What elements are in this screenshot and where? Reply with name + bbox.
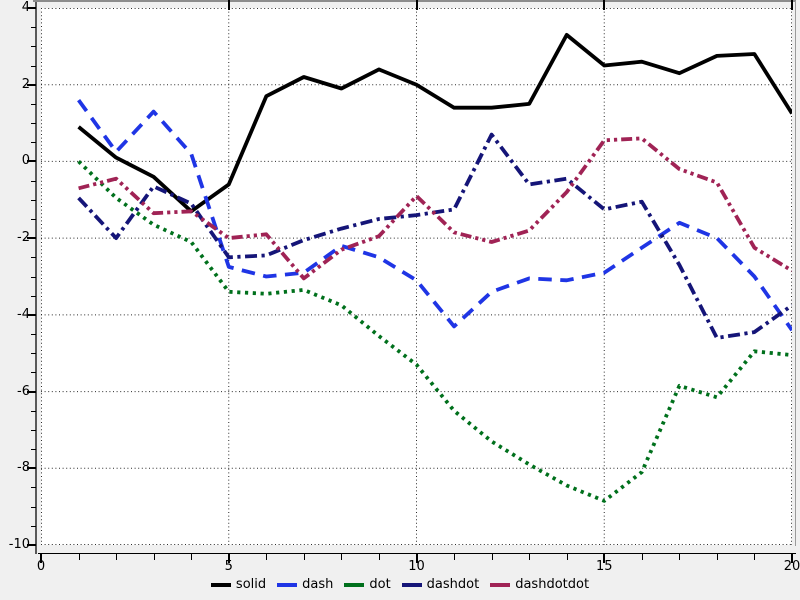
- x-minor-tick: [754, 553, 756, 560]
- x-tick-label: 0: [36, 559, 46, 574]
- y-major-tick: [27, 160, 36, 163]
- y-minor-tick: [31, 506, 36, 508]
- y-minor-tick: [31, 295, 36, 297]
- y-major-tick: [27, 313, 36, 316]
- y-minor-tick: [31, 180, 36, 182]
- y-minor-tick: [31, 334, 36, 336]
- top-tick: [227, 0, 230, 10]
- series-line-solid: [77, 32, 792, 214]
- y-minor-tick: [31, 410, 36, 412]
- y-major-tick: [27, 83, 36, 86]
- legend-item-dashdot: dashdot: [401, 577, 480, 593]
- legend-label: dash: [302, 577, 334, 592]
- y-tick-label: -2: [17, 230, 30, 246]
- x-minor-tick: [191, 553, 193, 560]
- y-minor-tick: [31, 487, 36, 489]
- x-minor-tick: [716, 553, 718, 560]
- top-spine: [33, 0, 796, 2]
- x-major-tick: [40, 553, 42, 563]
- top-tick: [791, 0, 793, 10]
- y-tick-label: -10: [8, 537, 30, 552]
- x-tick-label: 20: [783, 559, 800, 574]
- legend-swatch-dash: [277, 583, 298, 587]
- plot-canvas: [41, 8, 792, 545]
- y-minor-tick: [31, 65, 36, 67]
- x-minor-tick: [491, 553, 493, 560]
- x-minor-tick: [566, 553, 568, 560]
- y-major-tick: [27, 7, 36, 9]
- legend-swatch-solid: [210, 583, 231, 587]
- y-tick-label: 0: [21, 153, 30, 169]
- x-major-tick: [415, 553, 418, 563]
- y-minor-tick: [31, 525, 36, 527]
- series-line-dash: [77, 98, 792, 332]
- series-line-dot: [77, 160, 792, 503]
- x-minor-tick: [679, 553, 681, 560]
- series-line-dashdotdot: [78, 136, 792, 281]
- legend-item-dash: dash: [277, 577, 333, 593]
- y-minor-tick: [31, 123, 36, 125]
- x-minor-tick: [641, 553, 643, 560]
- legend-swatch-dashdot: [401, 583, 422, 587]
- y-tick-label: -8: [17, 460, 30, 476]
- y-minor-tick: [31, 449, 36, 451]
- y-tick-label: 4: [21, 0, 30, 15]
- legend-item-dot: dot: [344, 577, 391, 593]
- legend-item-dashdotdot: dashdotdot: [490, 577, 589, 593]
- x-tick-label: 10: [408, 559, 425, 574]
- y-minor-tick: [31, 142, 36, 144]
- y-major-tick: [27, 544, 36, 546]
- x-minor-tick: [116, 553, 118, 560]
- legend-label: dashdot: [426, 577, 480, 592]
- x-major-tick: [603, 553, 606, 563]
- x-minor-tick: [153, 553, 155, 560]
- x-minor-tick: [378, 553, 380, 560]
- x-minor-tick: [303, 553, 305, 560]
- y-minor-tick: [31, 353, 36, 355]
- y-minor-tick: [31, 103, 36, 105]
- top-tick: [603, 0, 606, 10]
- y-axis-spine: [35, 0, 37, 554]
- legend-swatch-dashdotdot: [490, 583, 511, 587]
- x-minor-tick: [454, 553, 456, 560]
- plot-area: [41, 8, 792, 545]
- x-minor-tick: [78, 553, 80, 560]
- y-minor-tick: [31, 257, 36, 259]
- x-minor-tick: [529, 553, 531, 560]
- x-major-tick: [227, 553, 230, 563]
- legend-swatch-dot: [344, 583, 365, 587]
- x-minor-tick: [341, 553, 343, 560]
- y-minor-tick: [31, 372, 36, 374]
- x-tick-label: 15: [595, 559, 613, 574]
- y-minor-tick: [31, 199, 36, 201]
- x-tick-label: 5: [224, 559, 233, 574]
- series-line-dashdot: [77, 132, 792, 340]
- legend-label: dot: [369, 577, 391, 592]
- legend-label: solid: [235, 577, 267, 592]
- y-tick-label: -6: [17, 383, 30, 399]
- right-spine: [795, 1, 796, 546]
- y-minor-tick: [31, 218, 36, 220]
- y-major-tick: [27, 390, 36, 393]
- y-tick-label: -4: [17, 306, 30, 322]
- y-tick-label: 2: [21, 76, 30, 92]
- x-major-tick: [791, 553, 793, 563]
- y-minor-tick: [31, 27, 36, 29]
- y-major-tick: [27, 467, 36, 470]
- top-tick: [415, 0, 418, 10]
- legend: solid dash dot dashdot dashdotdot: [0, 575, 800, 595]
- legend-label: dashdotdot: [515, 577, 590, 592]
- y-minor-tick: [31, 46, 36, 48]
- y-major-tick: [27, 237, 36, 240]
- x-minor-tick: [266, 553, 268, 560]
- legend-item-solid: solid: [210, 577, 267, 593]
- y-minor-tick: [31, 429, 36, 431]
- y-minor-tick: [31, 276, 36, 278]
